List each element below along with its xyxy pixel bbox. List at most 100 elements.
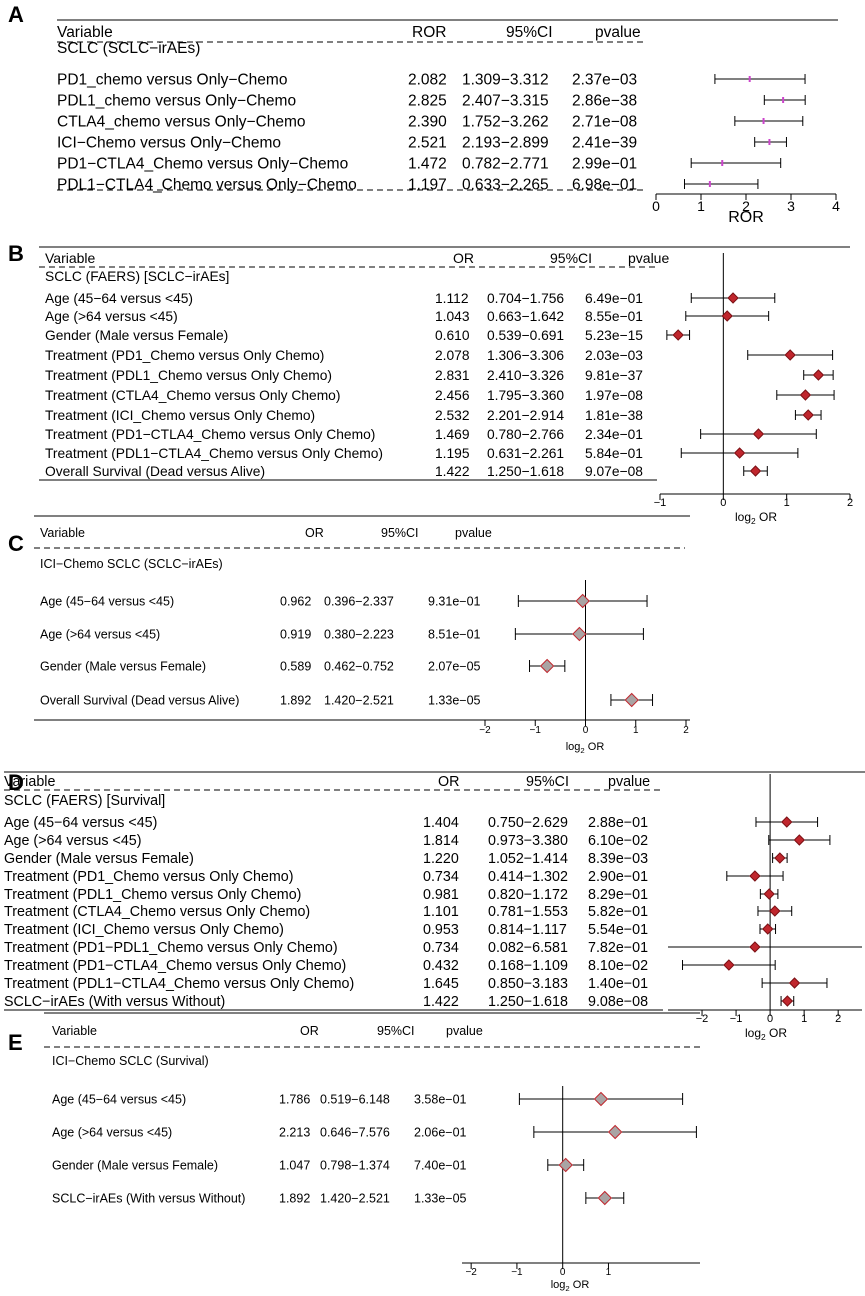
row-pvalue: 1.33e−05 — [428, 693, 481, 707]
row-estimate: 1.422 — [423, 994, 459, 1010]
row-ci: 0.519−6.148 — [320, 1092, 390, 1106]
row-ci: 0.820−1.172 — [488, 887, 568, 903]
forest-row: ICI−Chemo versus Only−Chemo 2.521 2.193−2.… — [57, 134, 787, 151]
row-estimate: 2.825 — [408, 92, 447, 109]
row-label: Treatment (ICI_Chemo versus Only Chemo) — [45, 408, 315, 423]
point-estimate-marker — [784, 349, 796, 361]
row-pvalue: 2.34e−01 — [585, 427, 643, 442]
panel-letter: D — [8, 770, 24, 795]
header-ci: 95%CI — [381, 526, 419, 540]
row-ci: 0.663−1.642 — [487, 309, 564, 324]
row-label: Age (45−64 versus <45) — [52, 1092, 186, 1106]
row-estimate: 0.432 — [423, 958, 459, 974]
row-label: Age (45−64 versus <45) — [4, 815, 157, 831]
x-tick-label: 0 — [583, 725, 589, 736]
row-estimate: 1.814 — [423, 833, 459, 849]
row-ci: 2.193−2.899 — [462, 134, 549, 151]
row-estimate: 2.390 — [408, 113, 447, 130]
header-estimate: OR — [438, 774, 459, 790]
row-ci: 0.633−2.265 — [462, 176, 549, 193]
forest-row: Age (45−64 versus <45) 1.786 0.519−6.148 3.… — [52, 1091, 684, 1106]
row-pvalue: 8.10e−02 — [588, 958, 648, 974]
x-tick-label: −2 — [696, 1013, 709, 1025]
header-variable: Variable — [57, 24, 113, 41]
x-tick-label: −1 — [530, 725, 542, 736]
row-label: Age (>64 versus <45) — [45, 309, 178, 324]
row-label: Treatment (PDL1−CTLA4_Chemo versus Only … — [4, 976, 354, 992]
row-ci: 0.814−1.117 — [488, 922, 567, 938]
row-estimate: 1.786 — [279, 1092, 310, 1106]
row-pvalue: 6.49e−01 — [585, 291, 643, 306]
row-pvalue: 6.98e−01 — [572, 176, 637, 193]
row-ci: 1.420−2.521 — [320, 1191, 390, 1205]
row-pvalue: 2.03e−03 — [585, 348, 643, 363]
row-pvalue: 2.71e−08 — [572, 113, 637, 130]
header-pvalue: pvalue — [446, 1024, 483, 1038]
row-estimate: 2.078 — [435, 348, 470, 363]
row-pvalue: 9.81e−37 — [585, 368, 643, 383]
row-estimate: 1.892 — [279, 1191, 310, 1205]
panel-a: A Variable ROR 95%CI pvalue SCLC (SCLC−irAEs)… — [8, 2, 840, 226]
x-tick-label: 2 — [835, 1013, 841, 1025]
row-label: Age (>64 versus <45) — [4, 833, 142, 849]
x-tick-label: −2 — [479, 725, 491, 736]
row-label: Age (>64 versus <45) — [40, 627, 160, 641]
row-ci: 0.704−1.756 — [487, 291, 564, 306]
row-pvalue: 2.41e−39 — [572, 134, 637, 151]
forest-row: Gender (Male versus Female) 0.589 0.462−0.… — [40, 658, 566, 673]
row-estimate: 2.213 — [279, 1125, 310, 1139]
row-label: CTLA4_chemo versus Only−Chemo — [57, 113, 306, 130]
header-ci: 95%CI — [550, 250, 592, 266]
row-pvalue: 2.86e−38 — [572, 92, 637, 109]
row-label: Treatment (CTLA4_Chemo versus Only Chemo… — [4, 904, 310, 920]
group-title: ICI−Chemo SCLC (Survival) — [52, 1054, 209, 1068]
forest-row: Gender (Male versus Female) 1.220 1.052−1.… — [4, 851, 788, 867]
row-pvalue: 8.55e−01 — [585, 309, 643, 324]
row-ci: 1.052−1.414 — [488, 851, 568, 867]
point-estimate-marker — [721, 310, 733, 322]
forest-row: Treatment (PDL1−CTLA4_Chemo versus Only … — [4, 976, 828, 992]
point-estimate-marker — [749, 465, 762, 477]
point-estimate-marker — [733, 447, 746, 459]
point-estimate-marker — [723, 959, 735, 971]
forest-row: Age (>64 versus <45) 2.213 0.646−7.576 2.06… — [52, 1124, 697, 1140]
point-estimate-marker — [607, 1124, 623, 1140]
row-ci: 0.168−1.109 — [488, 958, 568, 974]
x-tick-label: 1 — [633, 725, 639, 736]
row-label: Gender (Male versus Female) — [52, 1158, 218, 1172]
x-tick-label: −1 — [730, 1013, 743, 1025]
row-label: SCLC−irAEs (With versus Without) — [52, 1191, 245, 1205]
row-pvalue: 6.10e−02 — [588, 833, 648, 849]
point-estimate-marker — [575, 593, 590, 609]
point-estimate-marker — [762, 923, 774, 935]
forest-row: PD1_chemo versus Only−Chemo 2.082 1.309−3.… — [57, 71, 806, 88]
row-pvalue: 2.37e−03 — [572, 71, 637, 88]
row-ci: 2.201−2.914 — [487, 408, 564, 423]
row-label: PD1−CTLA4_Chemo versus Only−Chemo — [57, 155, 348, 172]
row-pvalue: 1.33e−05 — [414, 1191, 467, 1205]
row-label: Age (45−64 versus <45) — [40, 594, 174, 608]
x-tick-label: 0 — [720, 497, 726, 509]
point-estimate-marker — [558, 1157, 573, 1173]
x-axis-title: ROR — [728, 209, 764, 226]
header-estimate: OR — [305, 526, 324, 540]
point-estimate-marker — [802, 409, 814, 421]
forest-row: Overall Survival (Dead versus Alive) 1.89… — [40, 692, 654, 708]
row-pvalue: 5.54e−01 — [588, 922, 648, 938]
row-estimate: 1.112 — [435, 291, 469, 306]
forest-row: Treatment (CTLA4_Chemo versus Only Chemo… — [45, 388, 835, 403]
x-axis-title: log2 OR — [745, 1026, 787, 1042]
forest-row: Age (>64 versus <45) 0.919 0.380−2.223 8.51… — [40, 626, 644, 641]
x-tick-label: −2 — [465, 1267, 477, 1278]
point-estimate-marker — [624, 692, 639, 708]
row-label: Age (>64 versus <45) — [52, 1125, 172, 1139]
header-variable: Variable — [52, 1024, 97, 1038]
x-tick-label: 1 — [606, 1267, 612, 1278]
group-title: SCLC (SCLC−irAEs) — [57, 40, 200, 57]
row-ci: 0.646−7.576 — [320, 1125, 390, 1139]
forest-row: Age (>64 versus <45) 1.043 0.663−1.642 8.55… — [45, 309, 770, 324]
row-estimate: 1.101 — [423, 904, 459, 920]
forest-row: PDL1−CTLA4_Chemo versus Only−Chemo 1.197 0… — [57, 176, 759, 193]
